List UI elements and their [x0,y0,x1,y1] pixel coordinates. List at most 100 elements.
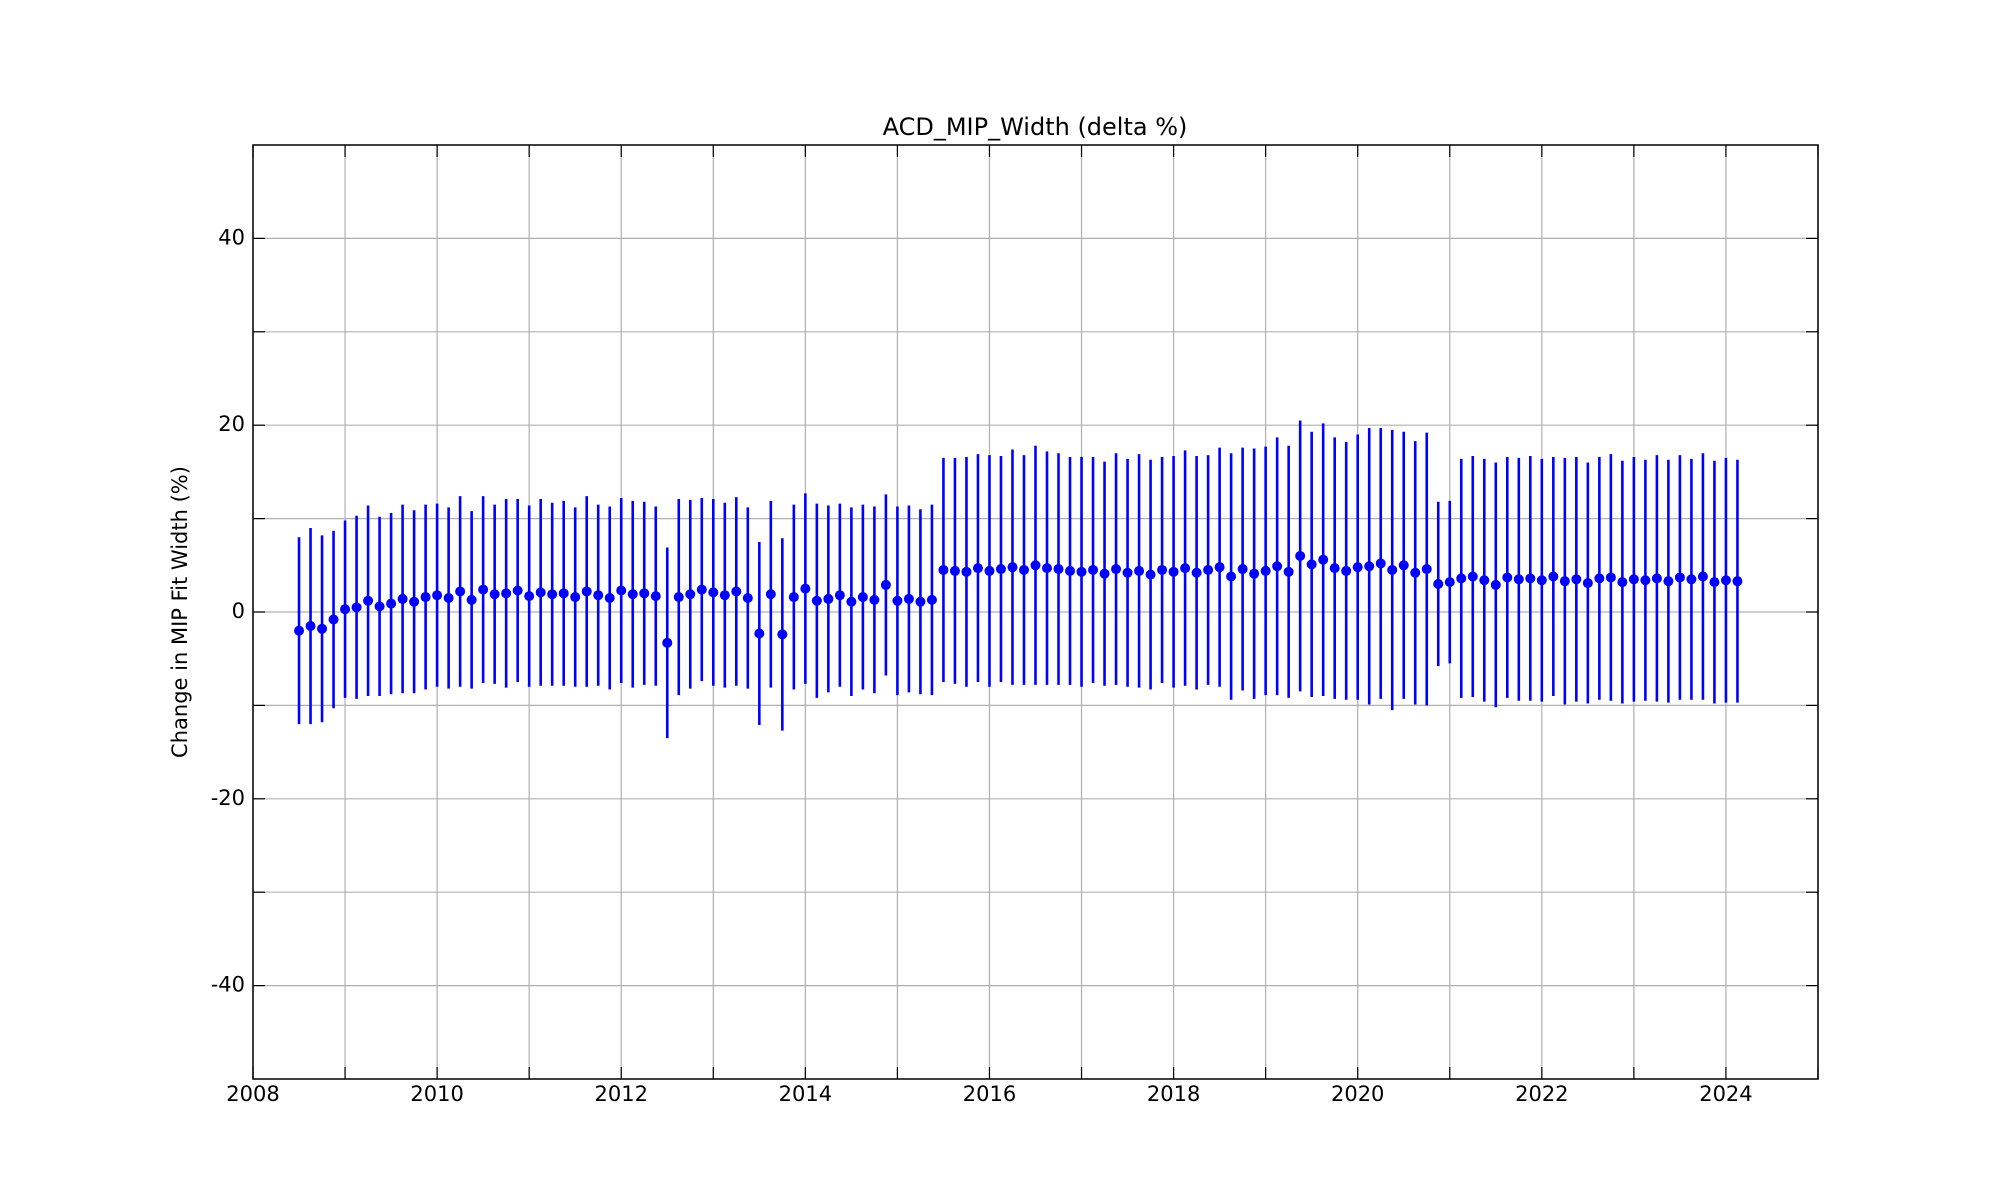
data-point [1525,573,1536,584]
data-point [1605,572,1616,583]
data-point [1651,573,1662,584]
data-point [834,590,845,601]
data-point [1582,578,1593,589]
data-point [731,586,742,597]
data-point [581,586,592,597]
data-point [1536,575,1547,586]
data-point [719,590,730,601]
data-point [869,594,880,605]
data-point [1387,564,1398,575]
x-tick-label: 2014 [779,1082,832,1106]
data-point [1226,571,1237,582]
data-point [938,564,949,575]
data-point [846,596,857,607]
data-point [305,621,316,632]
data-point [489,589,500,600]
x-tick-label: 2008 [226,1082,279,1106]
data-point [1295,550,1306,561]
data-point [1364,561,1375,572]
x-tick-label: 2010 [410,1082,463,1106]
data-point [903,593,914,604]
data-point [1030,560,1041,571]
data-point [1410,567,1421,578]
data-point [558,588,569,599]
data-point [1421,564,1432,575]
data-point [1571,574,1582,585]
data-point [685,589,696,600]
data-point [524,591,535,602]
data-point [995,564,1006,575]
data-point [1076,566,1087,577]
data-point [765,589,776,600]
data-point [1375,558,1386,569]
data-point [1709,577,1720,588]
data-point [420,592,431,603]
y-tick-label: 40 [218,225,245,249]
data-point [535,587,546,598]
data-point [478,584,489,595]
data-point [501,588,512,599]
data-point [1053,564,1064,575]
x-tick-label: 2016 [963,1082,1016,1106]
data-point [1306,559,1317,570]
data-point [892,595,903,606]
x-tick-label: 2022 [1515,1082,1568,1106]
data-point [397,593,408,604]
data-point [1617,577,1628,588]
data-point [1260,565,1271,576]
data-point [1444,577,1455,588]
data-point [1007,562,1018,573]
data-point [1674,572,1685,583]
data-point [1467,571,1478,582]
x-tick-label: 2012 [595,1082,648,1106]
data-point [1456,573,1467,584]
data-point [1732,576,1743,587]
data-point [926,594,937,605]
data-point [1559,576,1570,587]
data-point [1042,563,1053,574]
data-point [317,623,328,634]
data-point [1628,574,1639,585]
data-point [1122,567,1133,578]
data-point [1168,566,1179,577]
data-point [811,595,822,606]
data-point [1157,564,1168,575]
data-point [673,592,684,603]
data-point [294,625,305,636]
data-point [1513,574,1524,585]
y-tick-label: 0 [232,599,245,623]
data-point [1272,561,1283,572]
data-point [374,601,385,612]
data-point [455,586,466,597]
data-point [1283,566,1294,577]
data-point [823,593,834,604]
data-point [1088,564,1099,575]
data-point [1490,579,1501,590]
x-tick-label: 2018 [1147,1082,1200,1106]
y-tick-label: -20 [211,786,245,810]
data-point [1352,562,1363,573]
data-point [662,637,673,648]
data-point [915,596,926,607]
data-point [742,592,753,603]
data-point [443,592,454,603]
data-point [1697,571,1708,582]
data-point [1180,563,1191,574]
y-tick-label: -40 [211,973,245,997]
data-point [386,598,397,609]
data-point [880,579,891,590]
data-point [466,594,477,605]
data-point [961,566,972,577]
x-tick-label: 2020 [1331,1082,1384,1106]
data-point [593,590,604,601]
data-point [1191,567,1202,578]
data-point [1548,571,1559,582]
data-point [570,592,581,603]
data-point [1203,564,1214,575]
data-point [1329,563,1340,574]
data-point [604,592,615,603]
data-point [1398,560,1409,571]
data-point [328,614,339,625]
data-point [1111,564,1122,575]
